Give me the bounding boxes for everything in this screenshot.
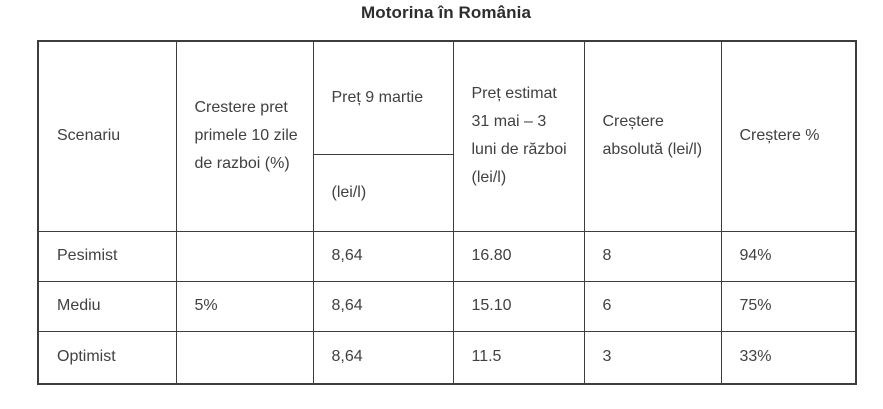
cell-crestere-procent: 75%: [720, 280, 857, 332]
cell-pret-estimat: 11.5: [452, 330, 585, 385]
header-subrow: (lei/l): [38, 153, 856, 232]
header-cell-crestere-absoluta: Creștere absolută (lei/l): [583, 40, 722, 232]
header-cell-lei-per-litru: (lei/l): [312, 153, 454, 232]
table-row-pesimist: Pesimist 8,64 16.80 8 94%: [37, 230, 857, 282]
table-title: Motorina în România: [360, 3, 531, 22]
table-body: Pesimist 8,64 16.80 8 94% Mediu 5% 8,64 …: [37, 230, 857, 385]
cell-crestere-absoluta: 6: [583, 280, 722, 332]
cell-pret-9-martie: 8,64: [312, 230, 454, 282]
cell-crestere-procent: 33%: [720, 330, 857, 385]
cell-scenario: Mediu: [37, 280, 177, 332]
cell-crestere-absoluta: 3: [583, 330, 722, 385]
header-cell-crestere-procent: Creștere %: [720, 40, 857, 232]
cell-scenario: Pesimist: [37, 230, 177, 282]
table-row-mediu: Mediu 5% 8,64 15.10 6 75%: [37, 280, 857, 332]
cell-crestere-absoluta: 8: [583, 230, 722, 282]
header-cell-scenariu: Scenariu: [37, 40, 177, 232]
cell-pret-9-martie: 8,64: [312, 280, 454, 332]
cell-pret-9-martie: 8,64: [312, 330, 454, 385]
data-table: Scenariu Crestere pret primele 10 zile d…: [37, 40, 857, 385]
header-cell-pret-estimat: Preț estimat 31 mai – 3 luni de război (…: [452, 40, 585, 232]
cell-scenario: Optimist: [37, 330, 177, 385]
header-row: Scenariu Crestere pret primele 10 zile d…: [37, 40, 857, 232]
header-cell-crestere-pret-10-zile: Crestere pret primele 10 zile de razboi …: [175, 40, 314, 232]
cell-pret-estimat: 16.80: [452, 230, 585, 282]
table-row-optimist: Optimist 8,64 11.5 3 33%: [37, 330, 857, 385]
cell-crestere-procent: 94%: [720, 230, 857, 282]
header-cell-pret-9-martie: Preț 9 martie: [312, 40, 454, 155]
cell-pret-estimat: 15.10: [452, 280, 585, 332]
table-header: Scenariu Crestere pret primele 10 zile d…: [37, 40, 857, 232]
cell-crestere-10-zile: [175, 330, 314, 385]
cell-crestere-10-zile: [175, 230, 314, 282]
cell-crestere-10-zile: 5%: [175, 280, 314, 332]
